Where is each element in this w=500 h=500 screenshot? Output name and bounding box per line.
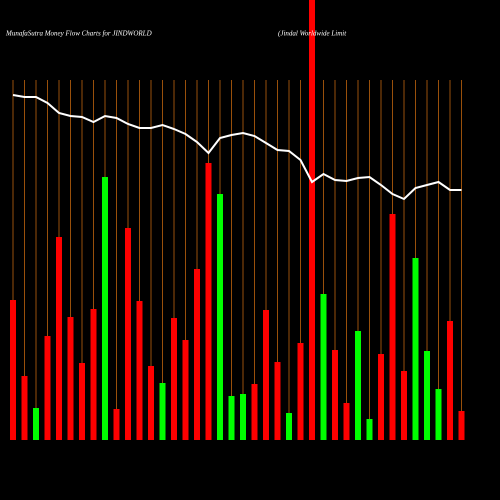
bar	[44, 336, 51, 440]
bar	[102, 177, 108, 440]
bar	[56, 237, 62, 440]
bar	[33, 408, 39, 440]
bar	[320, 294, 327, 440]
bar	[263, 310, 269, 440]
bar	[435, 389, 442, 440]
bar	[343, 403, 350, 440]
bar	[355, 331, 361, 440]
flow-line	[12, 94, 462, 201]
bar	[458, 411, 465, 440]
bar	[194, 269, 200, 440]
bar	[228, 396, 235, 440]
bar	[113, 409, 120, 440]
bar	[366, 419, 373, 440]
bar	[286, 413, 292, 440]
bar	[378, 354, 384, 440]
bar	[217, 194, 223, 440]
bar	[332, 350, 338, 440]
bar	[171, 318, 177, 440]
bar	[274, 362, 281, 440]
bar	[67, 317, 74, 440]
bar	[10, 300, 16, 440]
bar	[159, 383, 166, 440]
chart-subtitle: (Jindal Worldwide Limit	[278, 30, 347, 38]
bar	[297, 343, 304, 440]
bar	[412, 258, 419, 440]
bar	[424, 351, 430, 440]
bar	[79, 363, 85, 440]
bar	[447, 321, 453, 440]
bar	[389, 214, 396, 440]
bar	[401, 371, 407, 440]
bar	[148, 366, 154, 440]
bar	[90, 309, 97, 440]
bar	[125, 228, 131, 440]
chart-title: MunafaSutra Money Flow Charts for JINDWO…	[5, 30, 152, 38]
bar	[21, 376, 28, 440]
bar	[205, 163, 212, 440]
bar	[240, 394, 246, 440]
bar	[251, 384, 258, 440]
bar	[182, 340, 189, 440]
bar	[136, 301, 143, 440]
bar	[309, 0, 315, 440]
